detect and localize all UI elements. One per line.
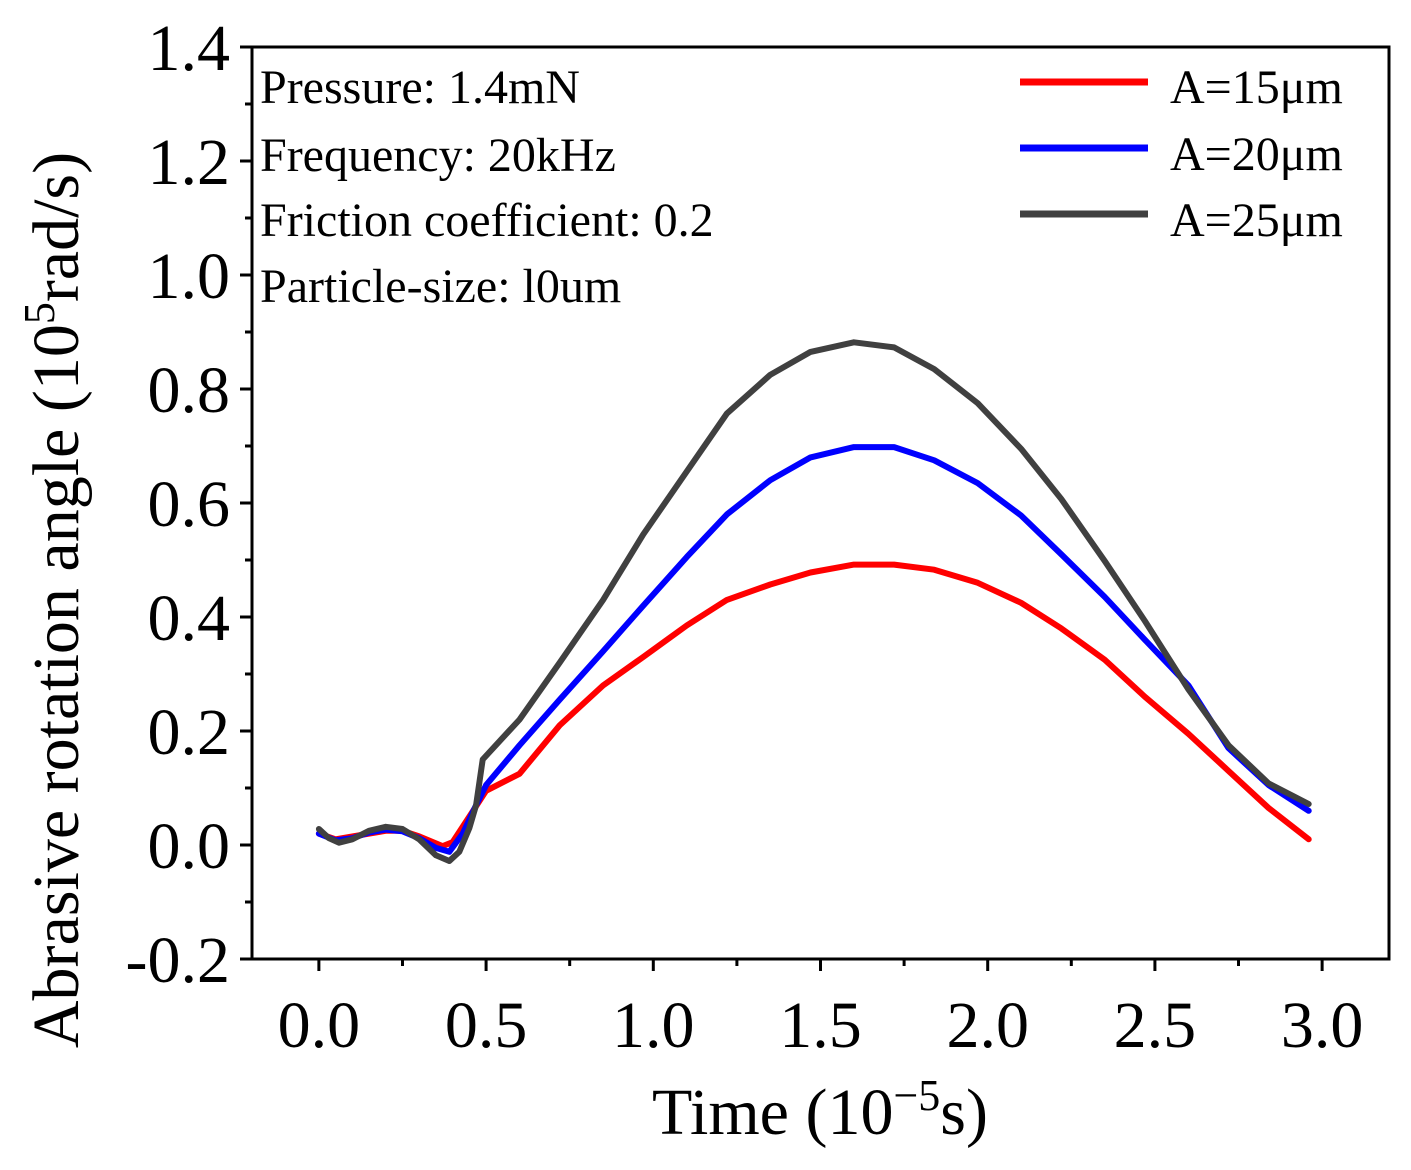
y-tick-label: 0.0 [148,810,231,883]
y-tick-label: -0.2 [126,924,230,997]
annotation-block: Pressure: 1.4mN Frequency: 20kHz Frictio… [260,61,714,313]
y-axis-title: Abrasive rotation angle (105rad/s) [15,152,93,1048]
legend: A=15μm A=20μm A=25μm [1020,61,1343,247]
series-line-a25 [315,339,1312,864]
x-tick-label: 0.5 [445,989,528,1062]
annotation-particle-size: Particle-size: l0um [260,260,621,313]
annotation-friction: Friction coefficient: 0.2 [260,194,714,247]
x-axis-title: Time (10−5s) [652,1071,988,1149]
x-axis-title-post: s) [940,1076,988,1149]
y-tick-label: 1.0 [148,240,231,313]
x-tick-label: 0.0 [278,989,361,1062]
y-axis-title-post: rad/s) [20,152,93,302]
x-tick-label: 2.5 [1114,989,1197,1062]
y-tick-label: 0.2 [148,696,231,769]
legend-label-a20: A=20μm [1170,128,1343,181]
y-axis-title-sup: 5 [15,302,64,324]
x-axis-title-pre: Time (10 [652,1076,893,1149]
x-tick-label: 3.0 [1281,989,1364,1062]
y-tick-label: 0.4 [148,582,231,655]
legend-label-a25: A=25μm [1170,194,1343,247]
plot-frame [250,45,1391,961]
y-axis-title-pre: Abrasive rotation angle (10 [20,324,93,1048]
series-lines [315,339,1312,864]
y-tick-label: 1.4 [148,12,231,85]
series-line-a15 [315,561,1312,850]
y-tick-label: 0.6 [148,468,231,541]
annotation-frequency: Frequency: 20kHz [260,129,616,182]
x-axis-title-sup: −5 [893,1071,940,1120]
x-tick-label: 1.0 [612,989,695,1062]
annotation-pressure: Pressure: 1.4mN [260,61,580,114]
y-tick-label: 0.8 [148,354,231,427]
x-tick-label: 2.0 [946,989,1029,1062]
y-axis-ticks: -0.2 0.0 0.2 0.4 0.6 0.8 1.0 1.2 1.4 [126,12,252,997]
x-tick-label: 1.5 [779,989,862,1062]
y-tick-label: 1.2 [148,126,231,199]
legend-label-a15: A=15μm [1170,61,1343,114]
x-axis-ticks: 0.0 0.5 1.0 1.5 2.0 2.5 3.0 [278,959,1364,1062]
